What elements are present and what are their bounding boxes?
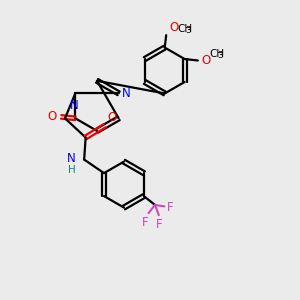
- Text: CH: CH: [177, 24, 193, 34]
- Text: H: H: [68, 165, 76, 175]
- Text: O: O: [47, 110, 57, 123]
- Text: N: N: [67, 152, 76, 165]
- Text: F: F: [156, 218, 163, 231]
- Text: 3: 3: [217, 51, 223, 60]
- Text: N: N: [70, 99, 78, 112]
- Text: N: N: [122, 87, 131, 100]
- Text: O: O: [170, 21, 179, 34]
- Text: O: O: [201, 54, 211, 67]
- Text: F: F: [142, 216, 149, 229]
- Text: 3: 3: [186, 26, 191, 34]
- Text: O: O: [107, 111, 116, 124]
- Text: CH: CH: [209, 49, 224, 59]
- Text: F: F: [167, 201, 174, 214]
